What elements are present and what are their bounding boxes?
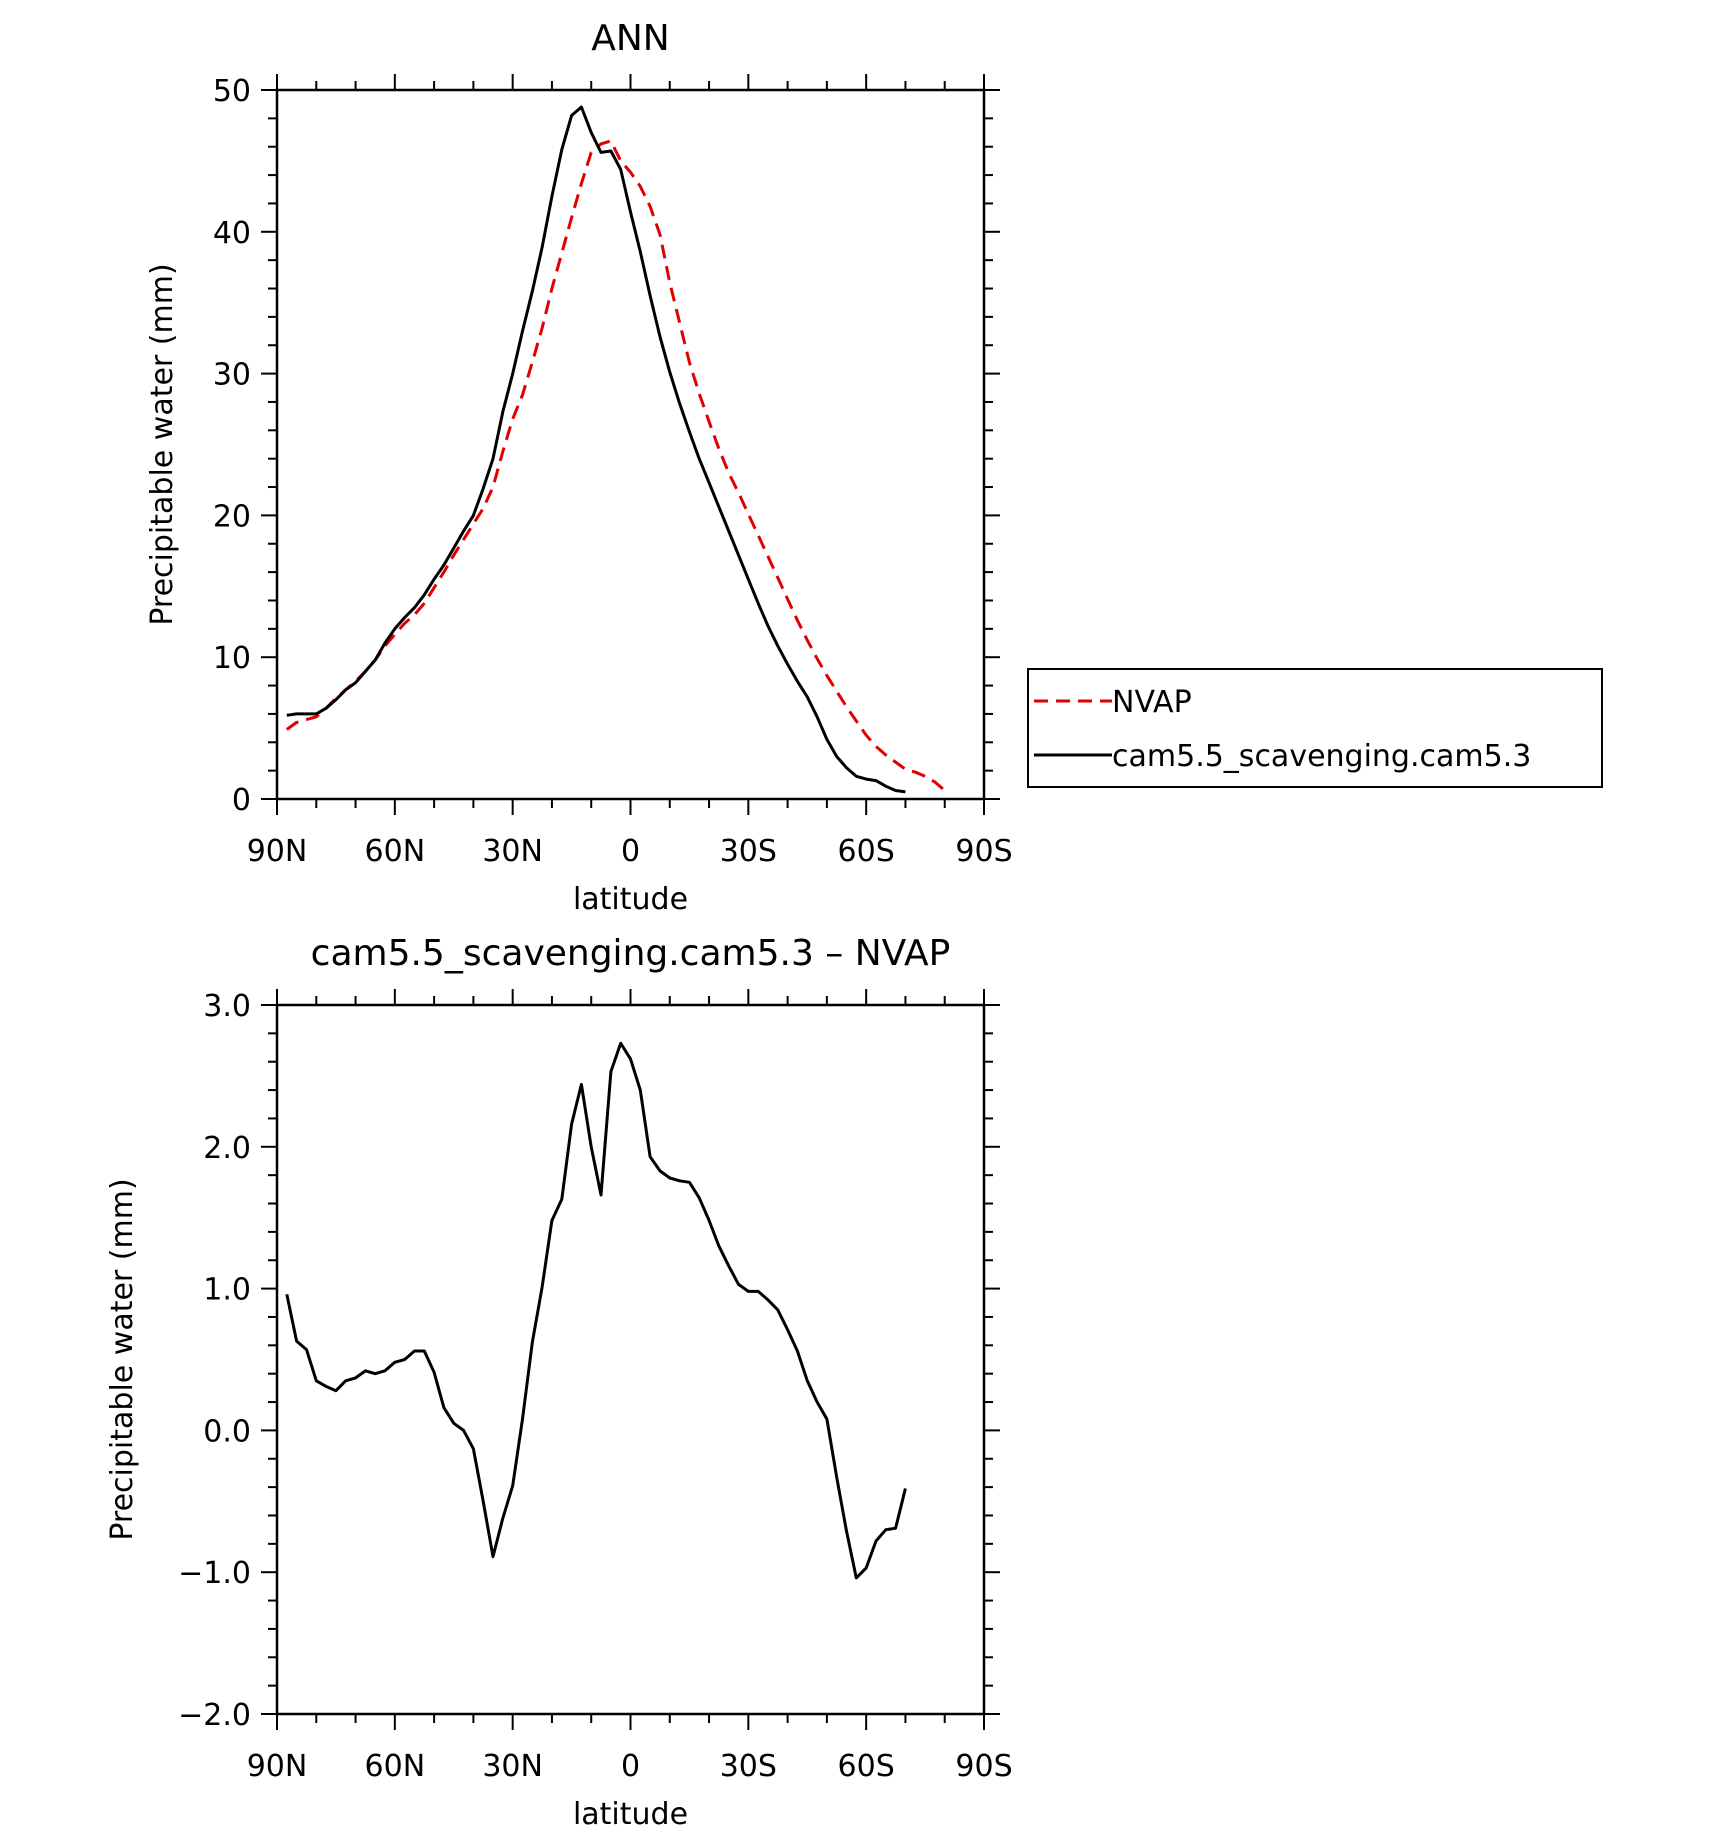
y-tick-label: 30: [213, 358, 251, 393]
x-tick-label: 30N: [482, 1749, 543, 1784]
x-tick-label: 90S: [955, 834, 1012, 869]
x-tick-label: 60N: [365, 1749, 426, 1784]
y-tick-label: 20: [213, 499, 251, 534]
x-tick-label: 0: [621, 1749, 640, 1784]
legend-box: [1027, 668, 1603, 788]
y-axis-label: Precipitable water (mm): [105, 1178, 140, 1540]
legend-entry: cam5.5_scavenging.cam5.3: [1112, 739, 1531, 774]
y-tick-label: 0.0: [203, 1414, 251, 1449]
y-tick-label: −1.0: [178, 1556, 251, 1591]
chart-title: cam5.5_scavenging.cam5.3 – NVAP: [311, 933, 951, 974]
x-axis-label: latitude: [573, 882, 688, 917]
legend: NVAP cam5.5_scavenging.cam5.3: [1027, 668, 1603, 788]
x-tick-label: 90S: [955, 1749, 1012, 1784]
x-tick-label: 30S: [720, 1749, 777, 1784]
x-tick-label: 60N: [365, 834, 426, 869]
y-tick-label: 10: [213, 641, 251, 676]
y-tick-label: 3.0: [203, 989, 251, 1024]
plot-frame: [275, 88, 986, 801]
series-line-difference: [285, 1041, 907, 1580]
plot-frame: [275, 1003, 986, 1716]
y-tick-label: 1.0: [203, 1273, 251, 1308]
y-tick-label: 2.0: [203, 1131, 251, 1166]
x-axis-label: latitude: [573, 1797, 688, 1832]
y-tick-label: 0: [232, 783, 251, 818]
x-tick-label: 90N: [247, 1749, 308, 1784]
y-tick-label: −2.0: [178, 1698, 251, 1733]
x-tick-label: 60S: [838, 1749, 895, 1784]
x-tick-label: 60S: [838, 834, 895, 869]
x-tick-label: 30S: [720, 834, 777, 869]
y-tick-label: 50: [213, 74, 251, 109]
x-tick-label: 90N: [247, 834, 308, 869]
y-tick-label: 40: [213, 216, 251, 251]
x-tick-label: 30N: [482, 834, 543, 869]
y-axis-label: Precipitable water (mm): [145, 263, 180, 625]
panel-annual-precipitable-water: ANN 0 10 20 30 40 50 90N 60N 30N 0 30S 60S 90S latitud…: [145, 18, 1013, 917]
legend-entry: NVAP: [1112, 685, 1192, 720]
series-line-nvap: [285, 139, 946, 792]
panel-difference-precipitable-water: cam5.5_scavenging.cam5.3 – NVAP −2.0 −1.0 0…: [105, 933, 1013, 1832]
x-tick-label: 0: [621, 834, 640, 869]
chart-title: ANN: [591, 18, 670, 59]
series-line-cam5-5-scavenging-cam5-3: [286, 105, 906, 794]
